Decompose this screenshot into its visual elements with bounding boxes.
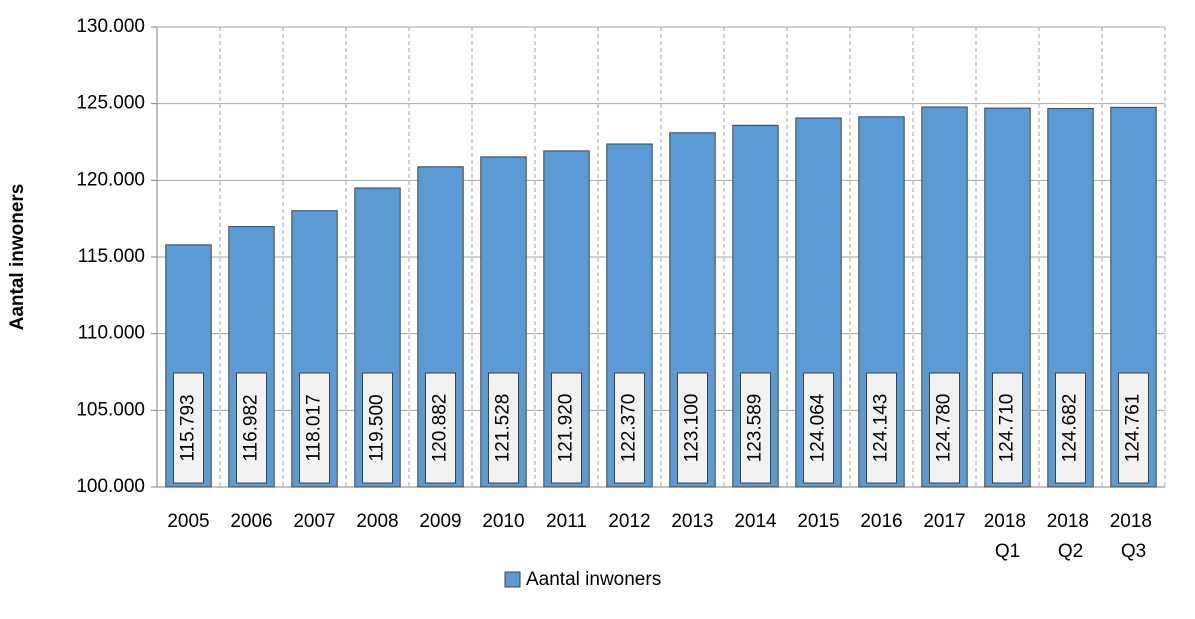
data-label: 118.017: [304, 394, 325, 461]
data-label: 124.780: [934, 394, 955, 463]
data-label: 123.100: [682, 394, 703, 463]
x-tick-label-line: 2017: [923, 511, 965, 532]
x-tick-label: 2016: [860, 511, 902, 532]
x-tick-label-line: 2018: [984, 511, 1032, 532]
x-tick-label: 2018 Q1: [984, 511, 1032, 562]
x-tick-label-line: 2018: [1047, 511, 1095, 532]
x-tick-label-line: 2012: [608, 511, 650, 532]
x-tick-label-line: Q3: [1121, 541, 1146, 562]
data-label-box: [362, 372, 393, 484]
data-label: 124.064: [808, 393, 829, 462]
data-label-box: [425, 372, 456, 484]
x-tick-label-line: 2015: [797, 511, 839, 532]
legend-label: Aantal inwoners: [526, 569, 661, 590]
x-tick-label: 2013: [671, 511, 713, 532]
data-label-box: [236, 372, 267, 484]
y-tick-label: 120.000: [76, 169, 145, 190]
data-label: 123.589: [745, 394, 766, 463]
y-tick-label: 105.000: [76, 399, 145, 420]
x-tick-label: 2005: [167, 511, 209, 532]
x-tick-label-line: 2005: [167, 511, 209, 532]
y-tick-label: 110.000: [78, 323, 145, 344]
data-label-box: [299, 372, 330, 484]
data-label: 124.682: [1060, 394, 1081, 463]
data-label: 122.370: [619, 394, 640, 463]
x-tick-label-line: 2007: [293, 511, 335, 532]
y-tick-label: 100.000: [76, 476, 145, 497]
data-label-box: [740, 372, 771, 484]
data-label-box: [803, 372, 834, 484]
x-tick-label: 2009: [419, 511, 461, 532]
x-tick-label: 2010: [482, 511, 524, 532]
data-label: 124.761: [1123, 394, 1144, 463]
data-label-box: [551, 372, 582, 484]
data-label-box: [1118, 372, 1149, 484]
data-label-box: [929, 372, 960, 484]
x-tick-label-line: 2013: [671, 511, 713, 532]
x-tick-label-line: 2010: [482, 511, 524, 532]
data-label: 119.500: [367, 394, 388, 461]
y-tick-label: 115.000: [78, 246, 145, 267]
x-tick-label: 2017: [923, 511, 965, 532]
y-axis-title: Aantal inwoners: [7, 184, 28, 331]
y-tick-label: 125.000: [76, 93, 145, 114]
data-label-box: [614, 372, 645, 484]
data-label: 121.920: [556, 394, 577, 463]
y-tick-label: 130.000: [76, 16, 145, 37]
data-label: 115.793: [178, 394, 199, 461]
x-tick-label: 2012: [608, 511, 650, 532]
x-tick-label: 2014: [734, 511, 777, 532]
data-label-box: [173, 372, 204, 484]
data-label: 124.710: [997, 394, 1018, 463]
data-label: 120.882: [430, 394, 451, 463]
data-label-box: [866, 372, 897, 484]
x-tick-label: 2006: [230, 511, 272, 532]
x-tick-label: 2015: [797, 511, 839, 532]
x-tick-label-line: 2014: [734, 511, 777, 532]
x-tick-label-line: 2011: [546, 511, 587, 532]
x-tick-label: 2008: [356, 511, 398, 532]
x-tick-label-line: 2018: [1110, 511, 1158, 532]
data-label: 116.982: [241, 394, 262, 461]
x-tick-label-line: 2006: [230, 511, 272, 532]
x-tick-label: 2018 Q3: [1110, 511, 1158, 562]
legend-swatch: [504, 571, 521, 588]
x-tick-label-line: Q2: [1058, 541, 1083, 562]
data-label: 121.528: [493, 394, 514, 463]
x-tick-label: 2007: [293, 511, 335, 532]
x-tick-label: 2011: [546, 511, 587, 532]
x-tick-label-line: 2016: [860, 511, 902, 532]
x-tick-label-line: Q1: [995, 541, 1020, 562]
data-label-box: [488, 372, 519, 484]
data-label-box: [992, 372, 1023, 484]
data-label-box: [677, 372, 708, 484]
x-tick-label: 2018 Q2: [1047, 511, 1095, 562]
data-label: 124.143: [871, 394, 892, 463]
data-label-box: [1055, 372, 1086, 484]
x-tick-label-line: 2008: [356, 511, 398, 532]
x-tick-label-line: 2009: [419, 511, 461, 532]
